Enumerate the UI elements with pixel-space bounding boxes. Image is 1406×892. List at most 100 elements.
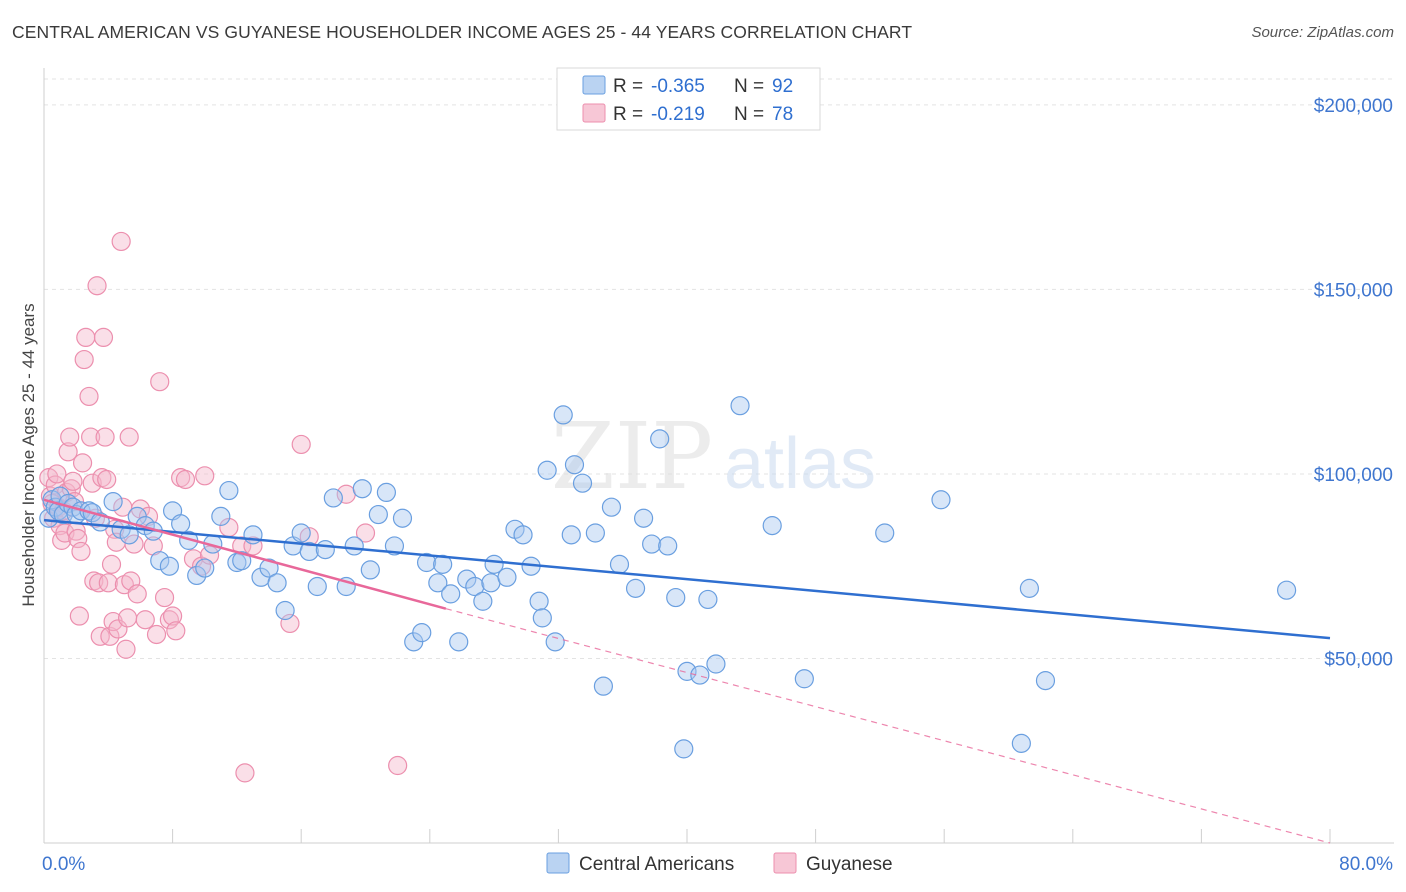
data-point xyxy=(114,575,134,595)
data-point xyxy=(98,573,118,593)
data-point xyxy=(235,763,255,783)
series-guyanese xyxy=(39,231,408,783)
data-point xyxy=(95,427,115,447)
legend-swatch-central-americans xyxy=(582,75,606,95)
data-point xyxy=(89,573,109,593)
chart-title: CENTRAL AMERICAN VS GUYANESE HOUSEHOLDER… xyxy=(12,22,913,42)
legend-r-label-1: R = xyxy=(613,76,643,97)
data-point xyxy=(219,480,239,501)
data-point xyxy=(47,464,67,484)
axes xyxy=(43,68,1394,844)
data-point xyxy=(124,534,144,554)
data-point xyxy=(90,626,110,646)
series-legend: Central Americans Guyanese xyxy=(546,852,893,875)
data-point xyxy=(532,608,552,628)
data-point xyxy=(633,508,654,528)
data-point xyxy=(564,455,585,475)
data-point xyxy=(1276,580,1297,600)
data-point xyxy=(412,623,432,643)
data-point xyxy=(1011,733,1031,753)
data-point xyxy=(195,466,215,486)
data-point xyxy=(291,434,311,455)
data-point xyxy=(553,405,573,425)
data-point xyxy=(625,578,646,598)
data-point xyxy=(63,471,83,491)
data-point xyxy=(529,591,549,611)
data-point xyxy=(609,554,630,574)
data-point xyxy=(360,560,380,580)
data-point xyxy=(368,504,388,525)
data-point xyxy=(259,558,279,578)
data-point xyxy=(127,584,147,604)
series-legend-label-guyanese: Guyanese xyxy=(806,854,893,875)
data-point xyxy=(650,429,670,449)
legend-n-value-2: 78 xyxy=(772,104,793,125)
data-point xyxy=(150,551,170,571)
legend-n-value-1: 92 xyxy=(772,76,793,97)
x-tick-label: 80.0% xyxy=(1339,854,1393,875)
data-point xyxy=(585,523,605,543)
legend-r-label-2: R = xyxy=(613,104,643,125)
data-point xyxy=(100,626,120,646)
data-point xyxy=(794,669,814,689)
data-point xyxy=(191,556,212,576)
data-point xyxy=(537,460,557,480)
data-point xyxy=(513,525,533,545)
data-point xyxy=(60,427,80,447)
legend-n-label-1: N = xyxy=(734,76,764,97)
data-point xyxy=(545,632,565,652)
data-point xyxy=(166,621,186,641)
data-point xyxy=(690,665,710,685)
data-point xyxy=(171,514,191,534)
y-axis-label: Householder Income Ages 25 - 44 years xyxy=(19,303,38,606)
data-point xyxy=(642,534,662,554)
legend-swatch-guyanese xyxy=(582,103,606,123)
data-point xyxy=(416,552,437,573)
y-tick-label: $150,000 xyxy=(1314,280,1393,301)
trend-line-central-americans xyxy=(43,518,1331,640)
data-point xyxy=(275,600,295,621)
trend-line-extension xyxy=(445,608,1331,844)
data-point xyxy=(465,576,485,597)
data-point xyxy=(87,276,107,296)
trend-line-guyanese xyxy=(43,498,447,610)
data-point xyxy=(159,556,179,576)
data-point xyxy=(762,516,782,536)
data-point xyxy=(243,536,263,556)
data-point xyxy=(706,654,726,674)
data-point xyxy=(163,606,183,626)
data-point xyxy=(232,551,252,571)
data-point xyxy=(93,327,114,348)
data-point xyxy=(674,739,694,759)
data-point xyxy=(111,231,131,252)
data-point xyxy=(561,525,581,545)
data-point xyxy=(875,523,895,543)
data-point xyxy=(187,565,207,586)
data-point xyxy=(392,508,413,528)
data-point xyxy=(154,587,175,608)
data-point xyxy=(74,349,94,370)
data-point xyxy=(601,497,622,517)
data-point xyxy=(388,755,408,776)
data-point xyxy=(146,624,167,645)
data-point xyxy=(299,541,319,562)
gridlines xyxy=(44,78,1394,659)
data-point xyxy=(76,327,96,348)
legend-n-label-2: N = xyxy=(734,104,764,125)
data-point xyxy=(1035,671,1056,691)
data-point xyxy=(344,536,364,556)
data-point xyxy=(135,610,155,630)
data-point xyxy=(441,584,461,604)
legend-r-value-1: -0.365 xyxy=(651,76,705,97)
data-point xyxy=(677,661,697,681)
data-point xyxy=(39,508,59,528)
stats-legend: R = -0.365 N = 92 R = -0.219 N = 78 xyxy=(556,67,821,131)
data-point xyxy=(103,492,123,512)
data-point xyxy=(291,523,311,543)
data-point xyxy=(698,589,718,610)
scatter-points xyxy=(39,231,1297,783)
data-point xyxy=(352,479,372,499)
data-point xyxy=(211,506,231,526)
watermark: ZIP atlas xyxy=(551,403,876,510)
